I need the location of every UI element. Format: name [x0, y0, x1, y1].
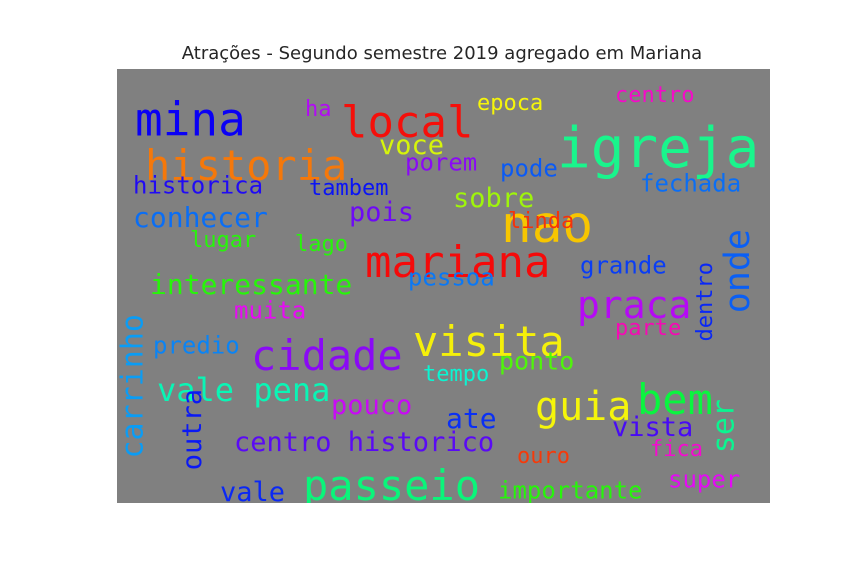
cloud-word: tempo [423, 362, 489, 387]
cloud-word: vale pena [157, 371, 330, 409]
cloud-word: linda [508, 209, 574, 234]
cloud-word: conhecer [133, 201, 268, 234]
cloud-word: sobre [453, 183, 534, 214]
cloud-word: mariana [365, 237, 550, 288]
cloud-word: pode [500, 155, 558, 183]
cloud-word: centro historico [234, 427, 494, 458]
cloud-word: guia [535, 384, 631, 430]
cloud-word: fica [650, 437, 703, 462]
cloud-word: ouro [517, 444, 570, 469]
cloud-word: importante [498, 477, 643, 503]
cloud-word: lugar [190, 228, 256, 253]
cloud-word: mina [135, 92, 246, 146]
cloud-word: ate [446, 402, 497, 435]
cloud-word: grande [580, 252, 667, 280]
cloud-word: epoca [477, 91, 543, 116]
cloud-word: local [341, 97, 473, 148]
cloud-word: outra [177, 389, 208, 470]
cloud-word: nao [501, 196, 593, 255]
cloud-word: ponto [499, 346, 574, 375]
cloud-background [117, 69, 770, 503]
cloud-word: historica [133, 172, 263, 200]
cloud-word: dentro [693, 262, 718, 341]
cloud-word: historia [145, 141, 347, 190]
cloud-word: bem [637, 375, 713, 424]
cloud-word: praca [577, 283, 691, 327]
chart-title: Atrações - Segundo semestre 2019 agregad… [181, 43, 703, 64]
cloud-word: voce [379, 130, 444, 161]
cloud-word: vale [220, 477, 285, 503]
cloud-word: porem [405, 149, 477, 177]
cloud-word: ser [707, 399, 742, 453]
cloud-word: pessoa [408, 264, 495, 292]
cloud-word: cidade [251, 331, 403, 380]
cloud-word: lago [295, 232, 348, 257]
cloud-word: onde [718, 229, 758, 313]
cloud-word: parte [615, 316, 681, 341]
cloud-word: visita [413, 317, 565, 366]
cloud-word: carrinho [117, 314, 151, 459]
cloud-word: predio [153, 332, 240, 360]
cloud-word: muita [234, 297, 306, 325]
cloud-word: centro [615, 83, 694, 108]
cloud-word: interessante [150, 268, 352, 301]
cloud-word: ha [305, 97, 332, 122]
cloud-word: igreja [557, 116, 759, 181]
cloud-word: tambem [309, 176, 388, 201]
cloud-word: pois [349, 197, 414, 228]
cloud-word: vista [612, 412, 693, 443]
cloud-word: super [668, 466, 740, 494]
cloud-word: pouco [331, 390, 412, 421]
cloud-word: fechada [640, 170, 741, 198]
word-cloud: igreja nao mina mariana local historia cidade v… [117, 69, 770, 503]
cloud-word: passeio [303, 461, 480, 503]
